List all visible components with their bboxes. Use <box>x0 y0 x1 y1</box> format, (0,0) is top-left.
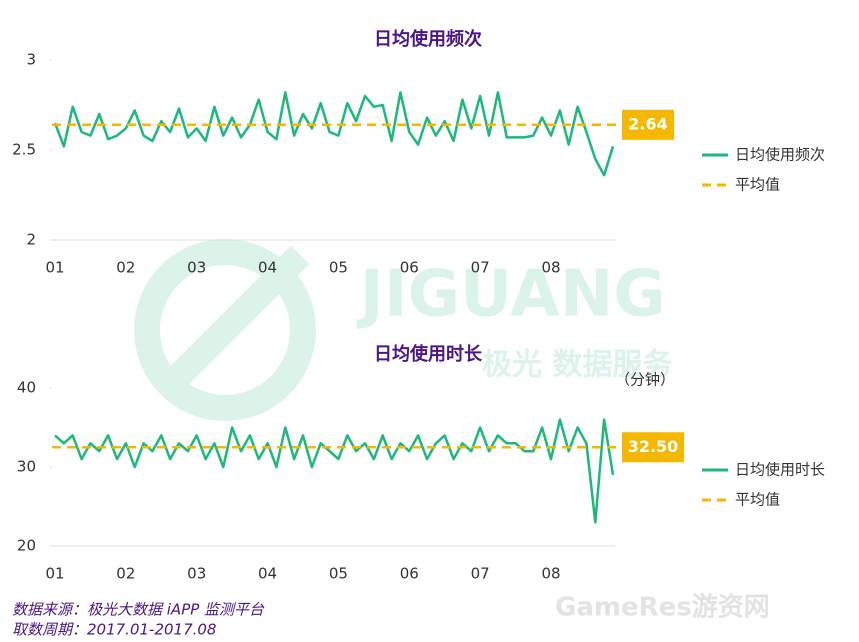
x-tick-label: 01 <box>45 259 64 277</box>
average-label: 2.64 <box>628 114 667 133</box>
x-tick-label: 08 <box>541 565 560 583</box>
chart-title: 日均使用时长 <box>374 343 483 365</box>
x-tick-label: 07 <box>471 565 490 583</box>
y-tick-label: 40 <box>17 379 36 397</box>
x-tick-label: 04 <box>258 565 277 583</box>
watermark-slogan: 极光 数据服务 <box>482 348 672 383</box>
unit-label: （分钟） <box>615 371 675 389</box>
source: 数据来源：极光大数据 iAPP 监测平台 <box>12 601 265 619</box>
legend-label: 平均值 <box>735 176 780 194</box>
x-tick-label: 01 <box>45 565 64 583</box>
x-tick-label: 06 <box>400 565 419 583</box>
watermark-brand: JIGUANG <box>356 258 666 332</box>
watermark-site: GameRes游资网 <box>555 593 770 623</box>
x-tick-label: 06 <box>400 259 419 277</box>
data-line <box>53 91 615 177</box>
y-tick-label: 3 <box>26 51 36 69</box>
legend-label: 日均使用频次 <box>735 146 825 164</box>
x-tick-label: 02 <box>116 259 135 277</box>
y-tick-label: 2.5 <box>12 141 36 159</box>
x-tick-label: 03 <box>187 259 206 277</box>
watermark-logo <box>134 239 316 421</box>
y-tick-label: 20 <box>17 537 36 555</box>
x-tick-label: 05 <box>329 259 348 277</box>
y-tick-label: 2 <box>26 231 36 249</box>
period: 取数周期：2017.01-2017.08 <box>12 621 216 639</box>
chart-title: 日均使用频次 <box>374 28 482 50</box>
legend-label: 日均使用时长 <box>735 461 825 479</box>
x-tick-label: 03 <box>187 565 206 583</box>
x-tick-label: 08 <box>541 259 560 277</box>
y-tick-label: 30 <box>17 458 36 476</box>
average-label: 32.50 <box>628 437 679 456</box>
x-tick-label: 07 <box>471 259 490 277</box>
legend-label: 平均值 <box>735 491 780 509</box>
data-line <box>54 418 615 524</box>
average-badge <box>622 432 684 463</box>
x-tick-label: 02 <box>116 565 135 583</box>
x-tick-label: 04 <box>258 259 277 277</box>
average-badge <box>622 109 674 140</box>
x-tick-label: 05 <box>329 565 348 583</box>
